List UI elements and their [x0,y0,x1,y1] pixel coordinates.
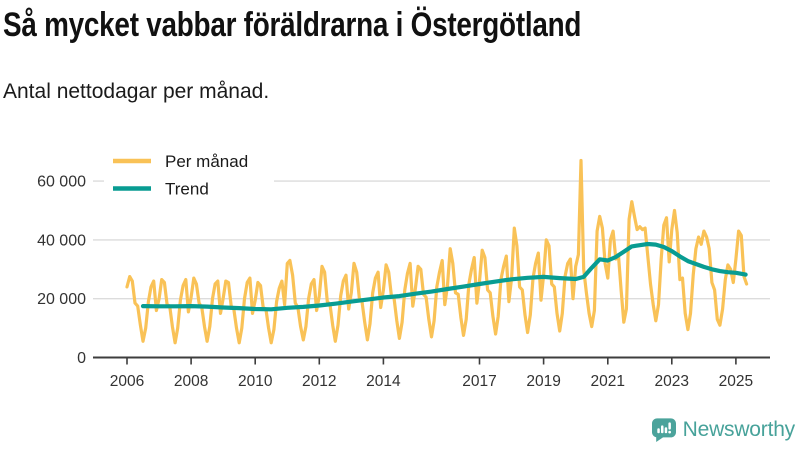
x-axis-tick-label: 2025 [719,373,753,390]
logo-bars-glyph [656,422,671,434]
x-axis-tick-label: 2014 [366,373,401,390]
chart-subtitle: Antal nettodagar per månad. [3,80,270,103]
newsworthy-logo-text: Newsworthy [682,418,796,441]
series-per-manad-line [125,158,749,345]
x-axis-tick-label: 2012 [302,373,336,390]
y-axis-tick-label: 60 000 [37,174,86,191]
legend-background [104,145,274,201]
bar-chart-speech-bubble-icon [651,418,676,442]
legend-label: Trend [165,180,209,199]
newsworthy-logo: Newsworthy [651,418,796,442]
y-axis-tick-label: 20 000 [37,291,86,308]
y-axis-tick-label: 40 000 [37,232,86,249]
page-title: Så mycket vabbar föräldrarna i Östergötl… [3,6,582,44]
speech-bubble-shape [651,418,676,442]
series-trend-line [140,241,748,312]
y-axis-tick-label: 0 [77,350,86,367]
x-axis-tick-label: 2010 [238,373,273,390]
x-axis-tick-label: 2017 [462,373,496,390]
x-axis-tick-label: 2023 [655,373,689,390]
x-axis-tick-label: 2019 [526,373,560,390]
x-axis-tick-label: 2008 [174,373,208,390]
legend-label: Per månad [165,152,248,171]
x-axis-tick-label: 2006 [110,373,144,390]
x-axis-tick-label: 2021 [591,373,625,390]
